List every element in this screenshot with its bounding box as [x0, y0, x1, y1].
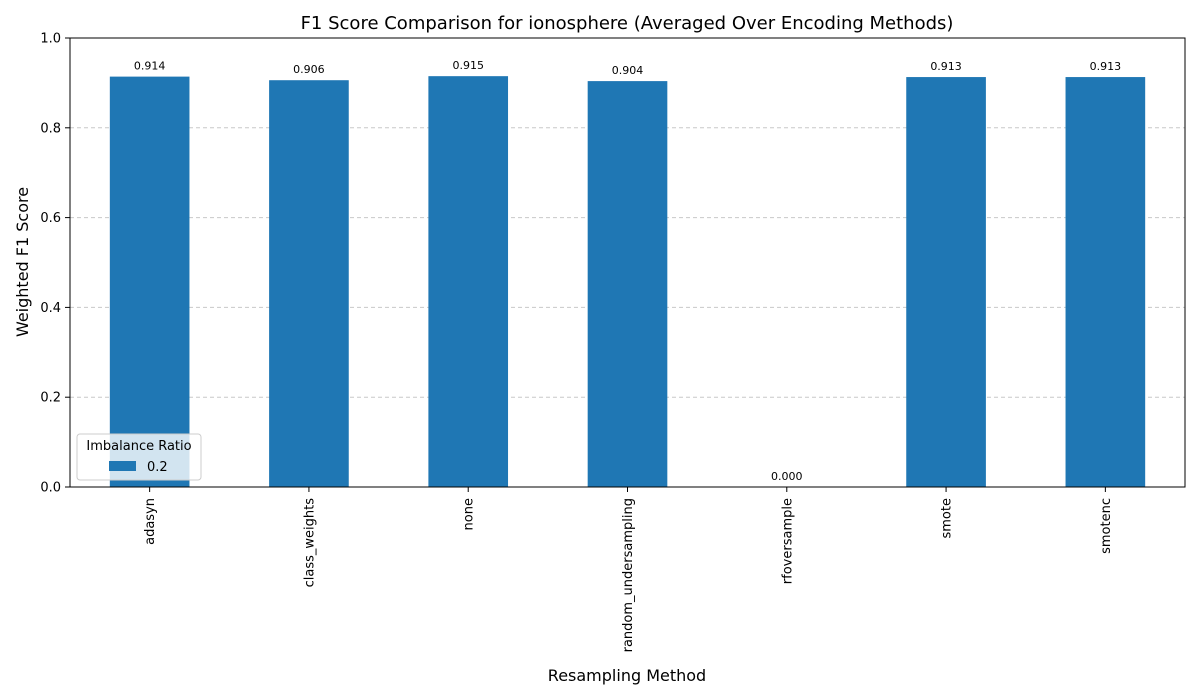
bar-value-label: 0.904 — [612, 64, 644, 77]
chart-title: F1 Score Comparison for ionosphere (Aver… — [301, 13, 954, 34]
x-axis-label: Resampling Method — [548, 666, 706, 685]
y-tick-label: 0.0 — [40, 481, 61, 496]
x-tick-label: random_undersampling — [621, 498, 636, 652]
x-tick-label: class_weights — [302, 498, 317, 588]
y-tick-label: 0.4 — [40, 301, 61, 316]
bars — [109, 76, 1146, 488]
y-tick-label: 0.2 — [40, 391, 61, 406]
bar — [109, 76, 190, 487]
y-tick-label: 0.8 — [40, 121, 61, 136]
legend-box — [76, 433, 202, 481]
x-tick-label: rfoversample — [780, 498, 795, 584]
grid-lines — [70, 127, 1185, 398]
bar-value-label: 0.914 — [134, 60, 166, 73]
bar-value-label: 0.915 — [452, 59, 484, 72]
x-tick-label: adasyn — [143, 498, 158, 545]
bar-value-label: 0.000 — [771, 470, 803, 483]
legend-swatch — [109, 461, 136, 471]
y-tick-label: 0.6 — [40, 211, 61, 226]
y-axis-label: Weighted F1 Score — [13, 187, 32, 337]
legend-title: Imbalance Ratio — [86, 439, 191, 454]
bar — [906, 77, 986, 488]
bar-value-label: 0.913 — [930, 60, 962, 73]
bar-value-label: 0.913 — [1090, 60, 1122, 73]
bar — [269, 80, 349, 488]
bar-value-labels: 0.914 0.906 0.915 0.904 0.000 0.913 0.913 — [134, 59, 1121, 483]
x-tick-label: none — [462, 498, 477, 530]
legend: Imbalance Ratio 0.2 — [76, 433, 202, 481]
x-tick-label: smotenc — [1099, 498, 1114, 554]
bar — [428, 76, 509, 487]
legend-entry-label: 0.2 — [147, 460, 168, 475]
x-tick-label: smote — [940, 498, 955, 539]
bar — [587, 81, 668, 487]
bar-value-label: 0.906 — [293, 63, 325, 76]
y-axis-ticks: 0.0 0.2 0.4 0.6 0.8 1.0 — [40, 32, 70, 496]
x-axis-ticks: adasyn class_weights none random_undersampl… — [143, 487, 1114, 652]
bar — [1065, 77, 1146, 488]
y-tick-label: 1.0 — [40, 32, 61, 47]
